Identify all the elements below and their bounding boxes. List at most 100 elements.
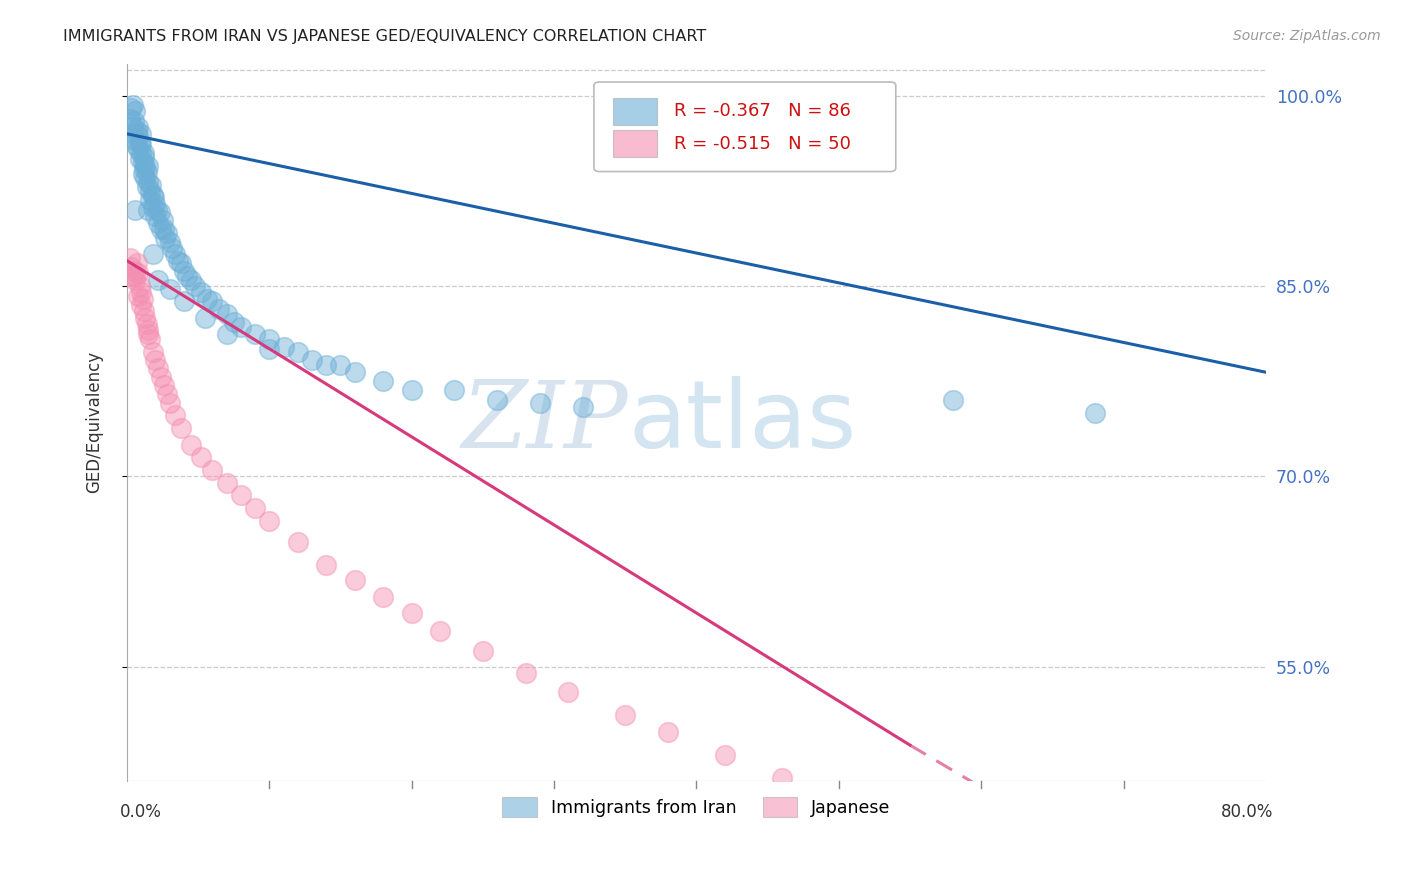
Point xyxy=(127,266,149,280)
Point xyxy=(124,103,146,118)
Point xyxy=(828,789,851,803)
Point xyxy=(201,463,224,477)
Text: IMMIGRANTS FROM IRAN VS JAPANESE GED/EQUIVALENCY CORRELATION CHART: IMMIGRANTS FROM IRAN VS JAPANESE GED/EQU… xyxy=(63,29,707,44)
Point xyxy=(301,352,323,367)
Point xyxy=(129,136,152,151)
Point xyxy=(138,184,160,198)
Point xyxy=(134,159,156,173)
Point xyxy=(195,292,218,306)
Point xyxy=(118,112,141,126)
Point xyxy=(176,268,198,283)
Point xyxy=(132,304,155,318)
Point xyxy=(124,268,146,283)
Text: 80.0%: 80.0% xyxy=(1220,804,1272,822)
Point xyxy=(714,748,737,763)
Point xyxy=(173,264,195,278)
Point xyxy=(128,152,150,166)
Point xyxy=(136,323,159,337)
Point xyxy=(884,809,907,823)
Point xyxy=(131,292,153,306)
Point xyxy=(141,200,163,214)
FancyBboxPatch shape xyxy=(593,82,896,171)
Point xyxy=(153,378,176,392)
Point xyxy=(125,256,148,270)
Point xyxy=(571,400,593,414)
Point xyxy=(124,202,146,217)
Point xyxy=(190,450,212,465)
Point xyxy=(127,129,149,144)
Point xyxy=(127,120,149,135)
Point xyxy=(143,190,166,204)
Point xyxy=(122,264,145,278)
Point xyxy=(173,294,195,309)
Text: R = -0.367   N = 86: R = -0.367 N = 86 xyxy=(673,103,851,120)
Point xyxy=(429,624,451,638)
Point xyxy=(401,606,423,620)
Point xyxy=(129,298,152,312)
Y-axis label: GED/Equivalency: GED/Equivalency xyxy=(86,351,103,493)
Point xyxy=(135,180,157,194)
Point xyxy=(201,294,224,309)
Point xyxy=(150,370,173,384)
Point xyxy=(243,327,266,342)
Point xyxy=(259,332,281,346)
Point xyxy=(150,222,173,236)
Point xyxy=(136,202,159,217)
Point xyxy=(155,231,177,245)
Bar xyxy=(613,98,657,125)
Text: Source: ZipAtlas.com: Source: ZipAtlas.com xyxy=(1233,29,1381,43)
Point xyxy=(135,165,157,179)
Text: R = -0.515   N = 50: R = -0.515 N = 50 xyxy=(673,135,851,153)
Point xyxy=(343,574,366,588)
Point xyxy=(770,771,793,785)
Point xyxy=(170,256,193,270)
Point xyxy=(141,187,163,202)
Text: 0.0%: 0.0% xyxy=(120,804,162,822)
Point xyxy=(471,644,494,658)
Point xyxy=(148,216,170,230)
Point xyxy=(215,327,238,342)
Point xyxy=(159,281,181,295)
Point xyxy=(190,285,212,300)
Point xyxy=(134,171,156,186)
Point xyxy=(124,133,146,147)
Point xyxy=(153,222,176,236)
Point xyxy=(132,150,155,164)
Point xyxy=(942,393,965,408)
Point xyxy=(167,253,190,268)
Point xyxy=(315,358,337,372)
Point xyxy=(138,193,160,207)
Point xyxy=(125,139,148,153)
Point xyxy=(145,209,167,223)
Point xyxy=(136,175,159,189)
Point xyxy=(180,273,202,287)
Point xyxy=(135,317,157,331)
Point xyxy=(122,127,145,141)
Point xyxy=(401,383,423,397)
Point xyxy=(129,285,152,300)
Point xyxy=(139,178,162,192)
Point xyxy=(136,327,159,342)
Point xyxy=(259,514,281,528)
Point xyxy=(222,314,245,328)
Point xyxy=(149,205,172,219)
Point xyxy=(124,273,146,287)
Point xyxy=(165,409,187,423)
Point xyxy=(215,307,238,321)
Point xyxy=(194,310,217,325)
Point xyxy=(121,120,143,135)
Point xyxy=(273,340,295,354)
Point xyxy=(184,279,207,293)
Point xyxy=(208,301,231,316)
Point xyxy=(120,260,142,274)
Point xyxy=(118,251,141,265)
Point xyxy=(486,393,509,408)
Point xyxy=(443,383,465,397)
Point xyxy=(125,124,148,138)
Point xyxy=(557,685,579,699)
Point xyxy=(162,241,184,255)
Point xyxy=(159,395,181,409)
Point xyxy=(373,374,395,388)
Point xyxy=(243,500,266,515)
Point xyxy=(229,488,252,502)
